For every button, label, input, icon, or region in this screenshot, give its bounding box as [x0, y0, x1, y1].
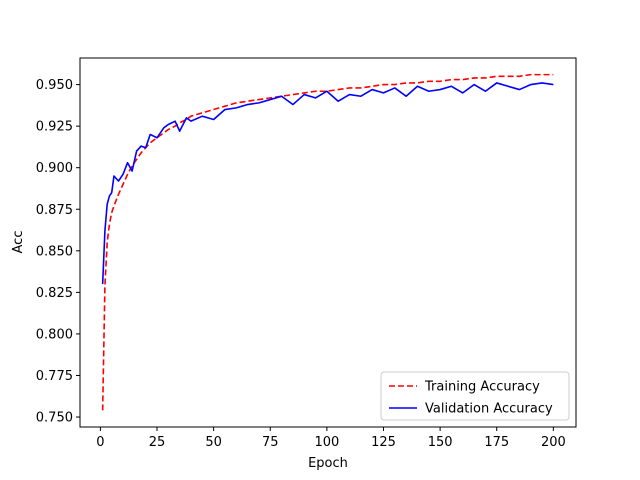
- y-tick-label: 0.750: [36, 411, 73, 426]
- x-tick-label: 200: [541, 435, 566, 450]
- x-tick-label: 0: [96, 435, 104, 450]
- legend: Training Accuracy Validation Accuracy: [380, 371, 570, 421]
- x-tick-label: 125: [371, 435, 396, 450]
- x-axis-ticks: 0 25 50 75 100 125 150 175 200: [96, 427, 566, 450]
- series-line-validation-accuracy: [101, 82, 554, 285]
- plot-area: [79, 57, 577, 428]
- y-tick-label: 0.950: [36, 78, 73, 93]
- x-tick-label: 100: [314, 435, 339, 450]
- y-tick-label: 0.800: [36, 327, 73, 342]
- legend-box: [380, 371, 570, 421]
- x-tick-label: 25: [149, 435, 166, 450]
- y-tick-label: 0.925: [36, 120, 73, 135]
- x-tick-label: 50: [205, 435, 222, 450]
- x-tick-label: 75: [262, 435, 279, 450]
- y-tick-label: 0.875: [36, 203, 73, 218]
- y-tick-label: 0.850: [36, 244, 73, 259]
- x-tick-label: 175: [484, 435, 509, 450]
- y-axis-ticks: 0.750 0.775 0.800 0.825 0.850 0.875 0.900 0.925…: [36, 78, 80, 426]
- x-axis-label: Epoch: [308, 456, 348, 471]
- series-layer: [101, 73, 554, 411]
- legend-label: Validation Accuracy: [425, 402, 553, 417]
- y-tick-label: 0.900: [36, 161, 73, 176]
- legend-label: Training Accuracy: [424, 380, 540, 395]
- x-tick-label: 150: [428, 435, 453, 450]
- y-tick-label: 0.825: [36, 286, 73, 301]
- y-tick-label: 0.775: [36, 369, 73, 384]
- y-axis-label: Acc: [11, 231, 26, 254]
